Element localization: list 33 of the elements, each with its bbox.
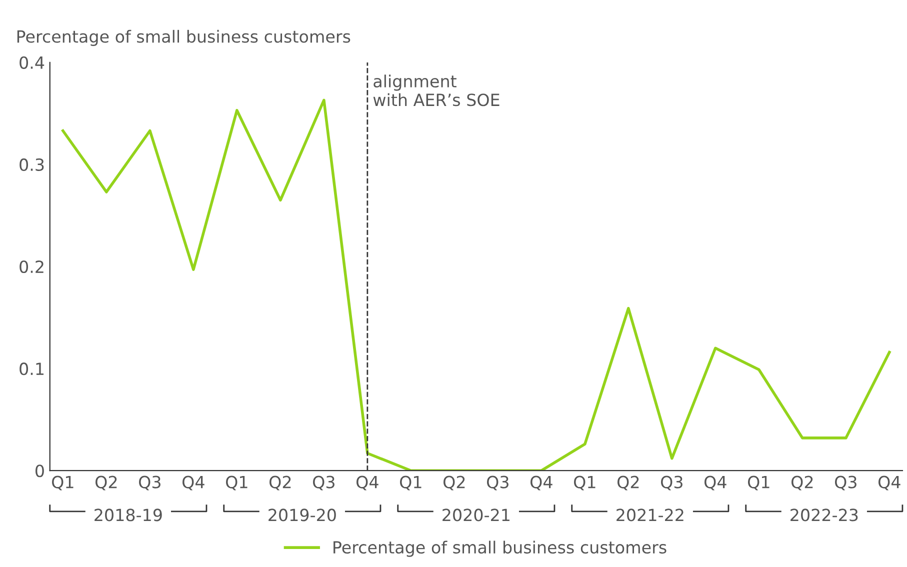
legend-label: Percentage of small business customers — [334, 540, 666, 557]
text: 2022-23 — [790, 508, 858, 522]
x-tick-label: Q1 — [574, 476, 596, 490]
x-tick-label: Q1 — [400, 476, 422, 490]
x-tick-label: Q2 — [617, 476, 639, 490]
x-tick-label: Q3 — [660, 476, 682, 490]
x-tick-label: Q3 — [834, 476, 856, 490]
x-tick-label: Q2 — [444, 476, 465, 490]
annotation: alignment with AER’s SOE — [373, 74, 500, 106]
x-tick-label: Q4 — [704, 476, 726, 490]
x-tick-label: Q3 — [313, 476, 334, 490]
x-tick-label: Q3 — [486, 476, 508, 490]
text: 2021-22 — [616, 508, 684, 522]
x-tick-label: Q4 — [356, 476, 378, 490]
text: 2018-19 — [94, 508, 162, 522]
x-tick-label: Q1 — [226, 476, 248, 490]
y-tick-label: 0 — [36, 464, 44, 478]
y-axis-title: Percentage of small business customers — [17, 30, 350, 46]
x-tick-label: Q2 — [270, 476, 291, 490]
x-tick-label: Q3 — [139, 476, 160, 490]
x-tick-label: Q4 — [530, 476, 552, 490]
x-tick-label: Q1 — [52, 476, 74, 490]
x-tick-label: Q4 — [878, 476, 900, 490]
y-tick-label: 0.1 — [20, 362, 44, 376]
y-tick-label: 0.4 — [20, 56, 44, 69]
y-tick-label: 0.2 — [20, 260, 44, 274]
x-tick-label: Q1 — [748, 476, 770, 490]
text: 2020-21 — [442, 508, 510, 522]
x-tick-label: Q4 — [182, 476, 204, 490]
x-tick-label: Q2 — [96, 476, 117, 490]
x-tick-label: Q2 — [791, 476, 813, 490]
text: 2019-20 — [268, 508, 336, 522]
y-tick-label: 0.3 — [20, 158, 44, 171]
